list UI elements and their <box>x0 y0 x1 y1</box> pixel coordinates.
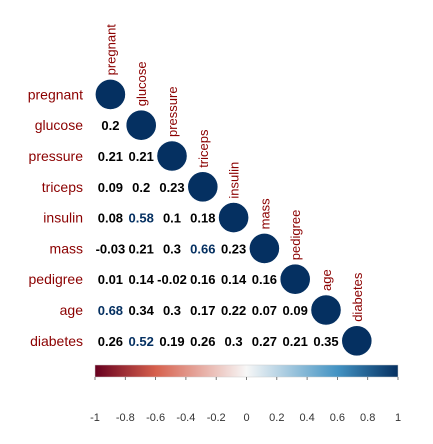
corr-value-pedigree-insulin: 0.14 <box>221 272 247 287</box>
corr-value-pedigree-glucose: 0.14 <box>129 272 155 287</box>
col-label-glucose: glucose <box>134 61 149 106</box>
corr-value-mass-pregnant: -0.03 <box>96 241 126 256</box>
corr-value-age-triceps: 0.17 <box>190 303 215 318</box>
corr-value-age-insulin: 0.22 <box>221 303 246 318</box>
corr-value-age-pregnant: 0.68 <box>98 303 123 318</box>
col-label-pedigree: pedigree <box>288 210 303 261</box>
colorbar-tick-label: -0.6 <box>146 412 165 424</box>
corr-value-mass-pressure: 0.3 <box>163 241 181 256</box>
corr-value-mass-triceps: 0.66 <box>190 241 215 256</box>
corr-value-insulin-pregnant: 0.08 <box>98 211 123 226</box>
corr-circle-pedigree-pedigree <box>279 263 311 295</box>
corr-value-insulin-triceps: 0.18 <box>190 211 215 226</box>
corr-value-mass-insulin: 0.23 <box>221 241 246 256</box>
corr-value-triceps-pressure: 0.23 <box>159 180 184 195</box>
col-label-insulin: insulin <box>227 162 242 199</box>
row-label-mass: mass <box>50 240 83 256</box>
corr-value-diabetes-pedigree: 0.21 <box>283 334 308 349</box>
col-label-pregnant: pregnant <box>103 24 118 76</box>
corr-value-diabetes-glucose: 0.52 <box>129 334 154 349</box>
corr-value-pressure-pregnant: 0.21 <box>98 149 123 164</box>
corr-value-insulin-pressure: 0.1 <box>163 211 181 226</box>
colorbar-tick-label: -0.2 <box>207 412 226 424</box>
corr-value-mass-glucose: 0.21 <box>129 241 154 256</box>
row-label-diabetes: diabetes <box>30 333 83 349</box>
colorbar-tick-label: 1 <box>395 412 401 424</box>
colorbar-tick-label: 0 <box>243 412 249 424</box>
colorbar-tick-label: -0.8 <box>116 412 135 424</box>
corr-circle-mass-mass <box>249 233 280 264</box>
row-label-insulin: insulin <box>43 210 83 226</box>
corr-value-diabetes-age: 0.35 <box>313 334 338 349</box>
col-label-diabetes: diabetes <box>350 272 365 322</box>
row-label-triceps: triceps <box>42 179 83 195</box>
row-label-pregnant: pregnant <box>28 86 83 102</box>
corr-value-triceps-glucose: 0.2 <box>132 180 150 195</box>
corr-circle-insulin-insulin <box>218 202 249 233</box>
colorbar-tick-label: -1 <box>90 412 100 424</box>
corr-circle-diabetes-diabetes <box>341 325 373 357</box>
corr-circle-pregnant-pregnant <box>95 79 126 110</box>
corr-circle-glucose-glucose <box>125 109 157 141</box>
corr-circle-pressure-pressure <box>156 140 188 172</box>
colorbar-tick-label: 0.4 <box>299 412 314 424</box>
corr-circle-age-age <box>310 294 342 326</box>
corr-value-age-mass: 0.07 <box>252 303 277 318</box>
corr-value-age-glucose: 0.34 <box>129 303 155 318</box>
colorbar-tick-label: -0.4 <box>176 412 195 424</box>
corr-value-pressure-glucose: 0.21 <box>129 149 154 164</box>
corr-value-pedigree-triceps: 0.16 <box>190 272 215 287</box>
corr-value-pedigree-mass: 0.16 <box>252 272 277 287</box>
row-label-glucose: glucose <box>35 117 83 133</box>
col-label-triceps: triceps <box>196 129 211 168</box>
corr-value-glucose-pregnant: 0.2 <box>101 118 119 133</box>
corr-value-triceps-pregnant: 0.09 <box>98 180 123 195</box>
corr-value-insulin-glucose: 0.58 <box>129 211 154 226</box>
colorbar-gradient <box>94 364 399 378</box>
corr-value-diabetes-pressure: 0.19 <box>159 334 184 349</box>
col-label-mass: mass <box>257 198 272 230</box>
row-label-pressure: pressure <box>29 148 84 164</box>
corr-value-age-pressure: 0.3 <box>163 303 181 318</box>
corr-circle-triceps-triceps <box>187 171 219 203</box>
row-label-age: age <box>60 302 84 318</box>
col-label-pressure: pressure <box>165 86 180 137</box>
colorbar-tick-label: 0.8 <box>360 412 375 424</box>
corr-value-diabetes-mass: 0.27 <box>252 334 277 349</box>
corr-value-pedigree-pregnant: 0.01 <box>98 272 123 287</box>
row-label-pedigree: pedigree <box>29 271 84 287</box>
corr-value-age-pedigree: 0.09 <box>283 303 308 318</box>
colorbar-tick-label: 0.2 <box>269 412 284 424</box>
corr-value-pedigree-pressure: -0.02 <box>157 272 187 287</box>
corr-value-diabetes-insulin: 0.3 <box>225 334 243 349</box>
corr-value-diabetes-triceps: 0.26 <box>190 334 215 349</box>
corr-value-diabetes-pregnant: 0.26 <box>98 334 123 349</box>
colorbar-tick-label: 0.6 <box>330 412 345 424</box>
col-label-age: age <box>319 269 334 291</box>
